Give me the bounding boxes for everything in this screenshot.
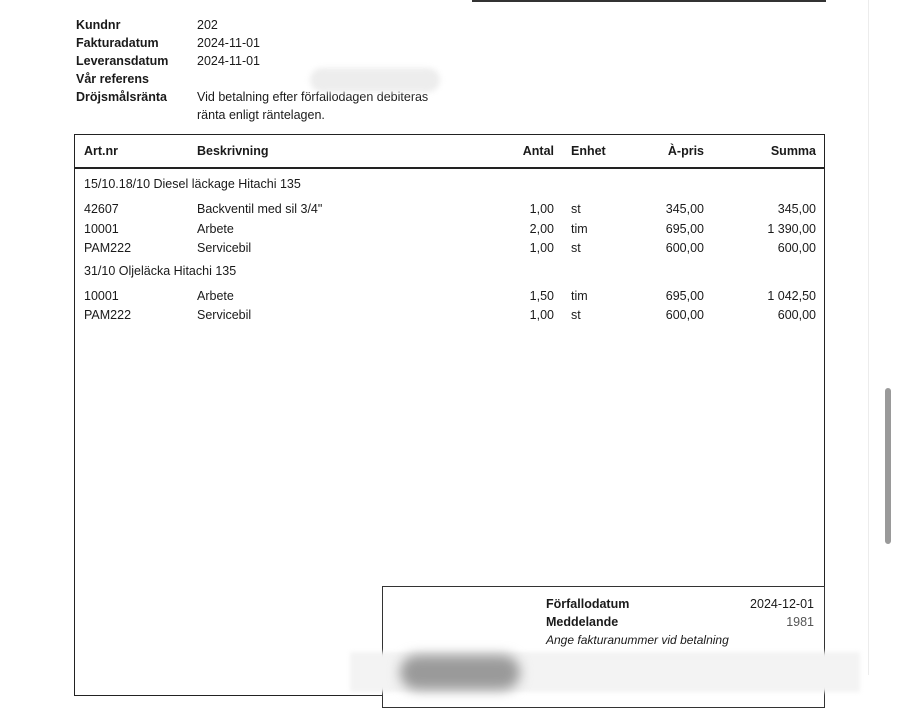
table-cell: 42607 [84,202,119,216]
table-cell: PAM222 [84,308,132,322]
info-label: Dröjsmålsränta [76,90,168,104]
table-cell: tim [571,288,588,303]
column-header: Beskrivning [197,144,269,158]
table-cell: 10001 [84,221,119,236]
table-cell: Arbete [197,221,234,236]
group-title: 31/10 Oljeläcka Hitachi 135 [84,263,237,278]
scrollbar[interactable] [885,388,891,544]
redaction [400,655,520,690]
header-rule [472,0,826,2]
info-label: Kundnr [76,18,121,32]
payment-note: Ange fakturanummer vid betalning [546,633,729,647]
table-cell: tim [571,221,588,236]
column-header: Enhet [571,144,606,158]
table-cell: 10001 [84,288,119,303]
due-date-label: Förfallodatum [546,597,630,611]
info-label: Leveransdatum [76,54,169,68]
table-cell: st [571,308,581,322]
table-cell: Servicebil [197,241,252,255]
group-title: 15/10.18/10 Diesel läckage Hitachi 135 [84,177,301,191]
info-label: Vår referens [76,72,149,86]
table-cell: 1,00 [529,202,554,216]
table-cell: 600,00 [777,308,816,322]
table-cell: 1 042,50 [767,288,816,303]
table-cell: st [571,202,581,216]
table-cell: Backventil med sil 3/4" [197,202,323,216]
table-cell: 2,00 [529,221,554,236]
table-cell: 600,00 [665,241,704,255]
info-value: 2024-11-01 [197,54,261,68]
table-cell: 695,00 [665,288,704,303]
info-value: 202 [197,18,218,32]
table-cell: PAM222 [84,241,132,255]
message-value: 1981 [786,615,814,629]
table-cell: st [571,241,581,255]
info-label: Fakturadatum [76,36,159,50]
table-cell: 600,00 [665,308,704,322]
column-header: Art.nr [84,144,119,158]
table-cell: Arbete [197,288,234,303]
redaction [310,68,440,92]
due-date-value: 2024-12-01 [750,597,814,611]
info-value: Vid betalning efter förfallodagen debite… [197,90,429,104]
table-cell: Servicebil [197,308,252,322]
page-edge [868,0,869,675]
message-label: Meddelande [546,615,619,629]
table-cell: 1,00 [529,241,554,255]
table-cell: 345,00 [665,202,704,216]
column-header: Summa [770,144,816,158]
header-divider [75,167,824,169]
table-cell: 345,00 [777,202,816,216]
table-cell: 1,00 [529,308,554,322]
column-header: À-pris [667,144,704,158]
table-cell: 1,50 [529,288,554,303]
table-cell: 695,00 [665,221,704,236]
info-value: ränta enligt räntelagen. [197,108,325,122]
info-value: 2024-11-01 [197,36,261,50]
column-header: Antal [522,144,554,158]
table-cell: 1 390,00 [767,221,816,236]
table-cell: 600,00 [777,241,816,255]
